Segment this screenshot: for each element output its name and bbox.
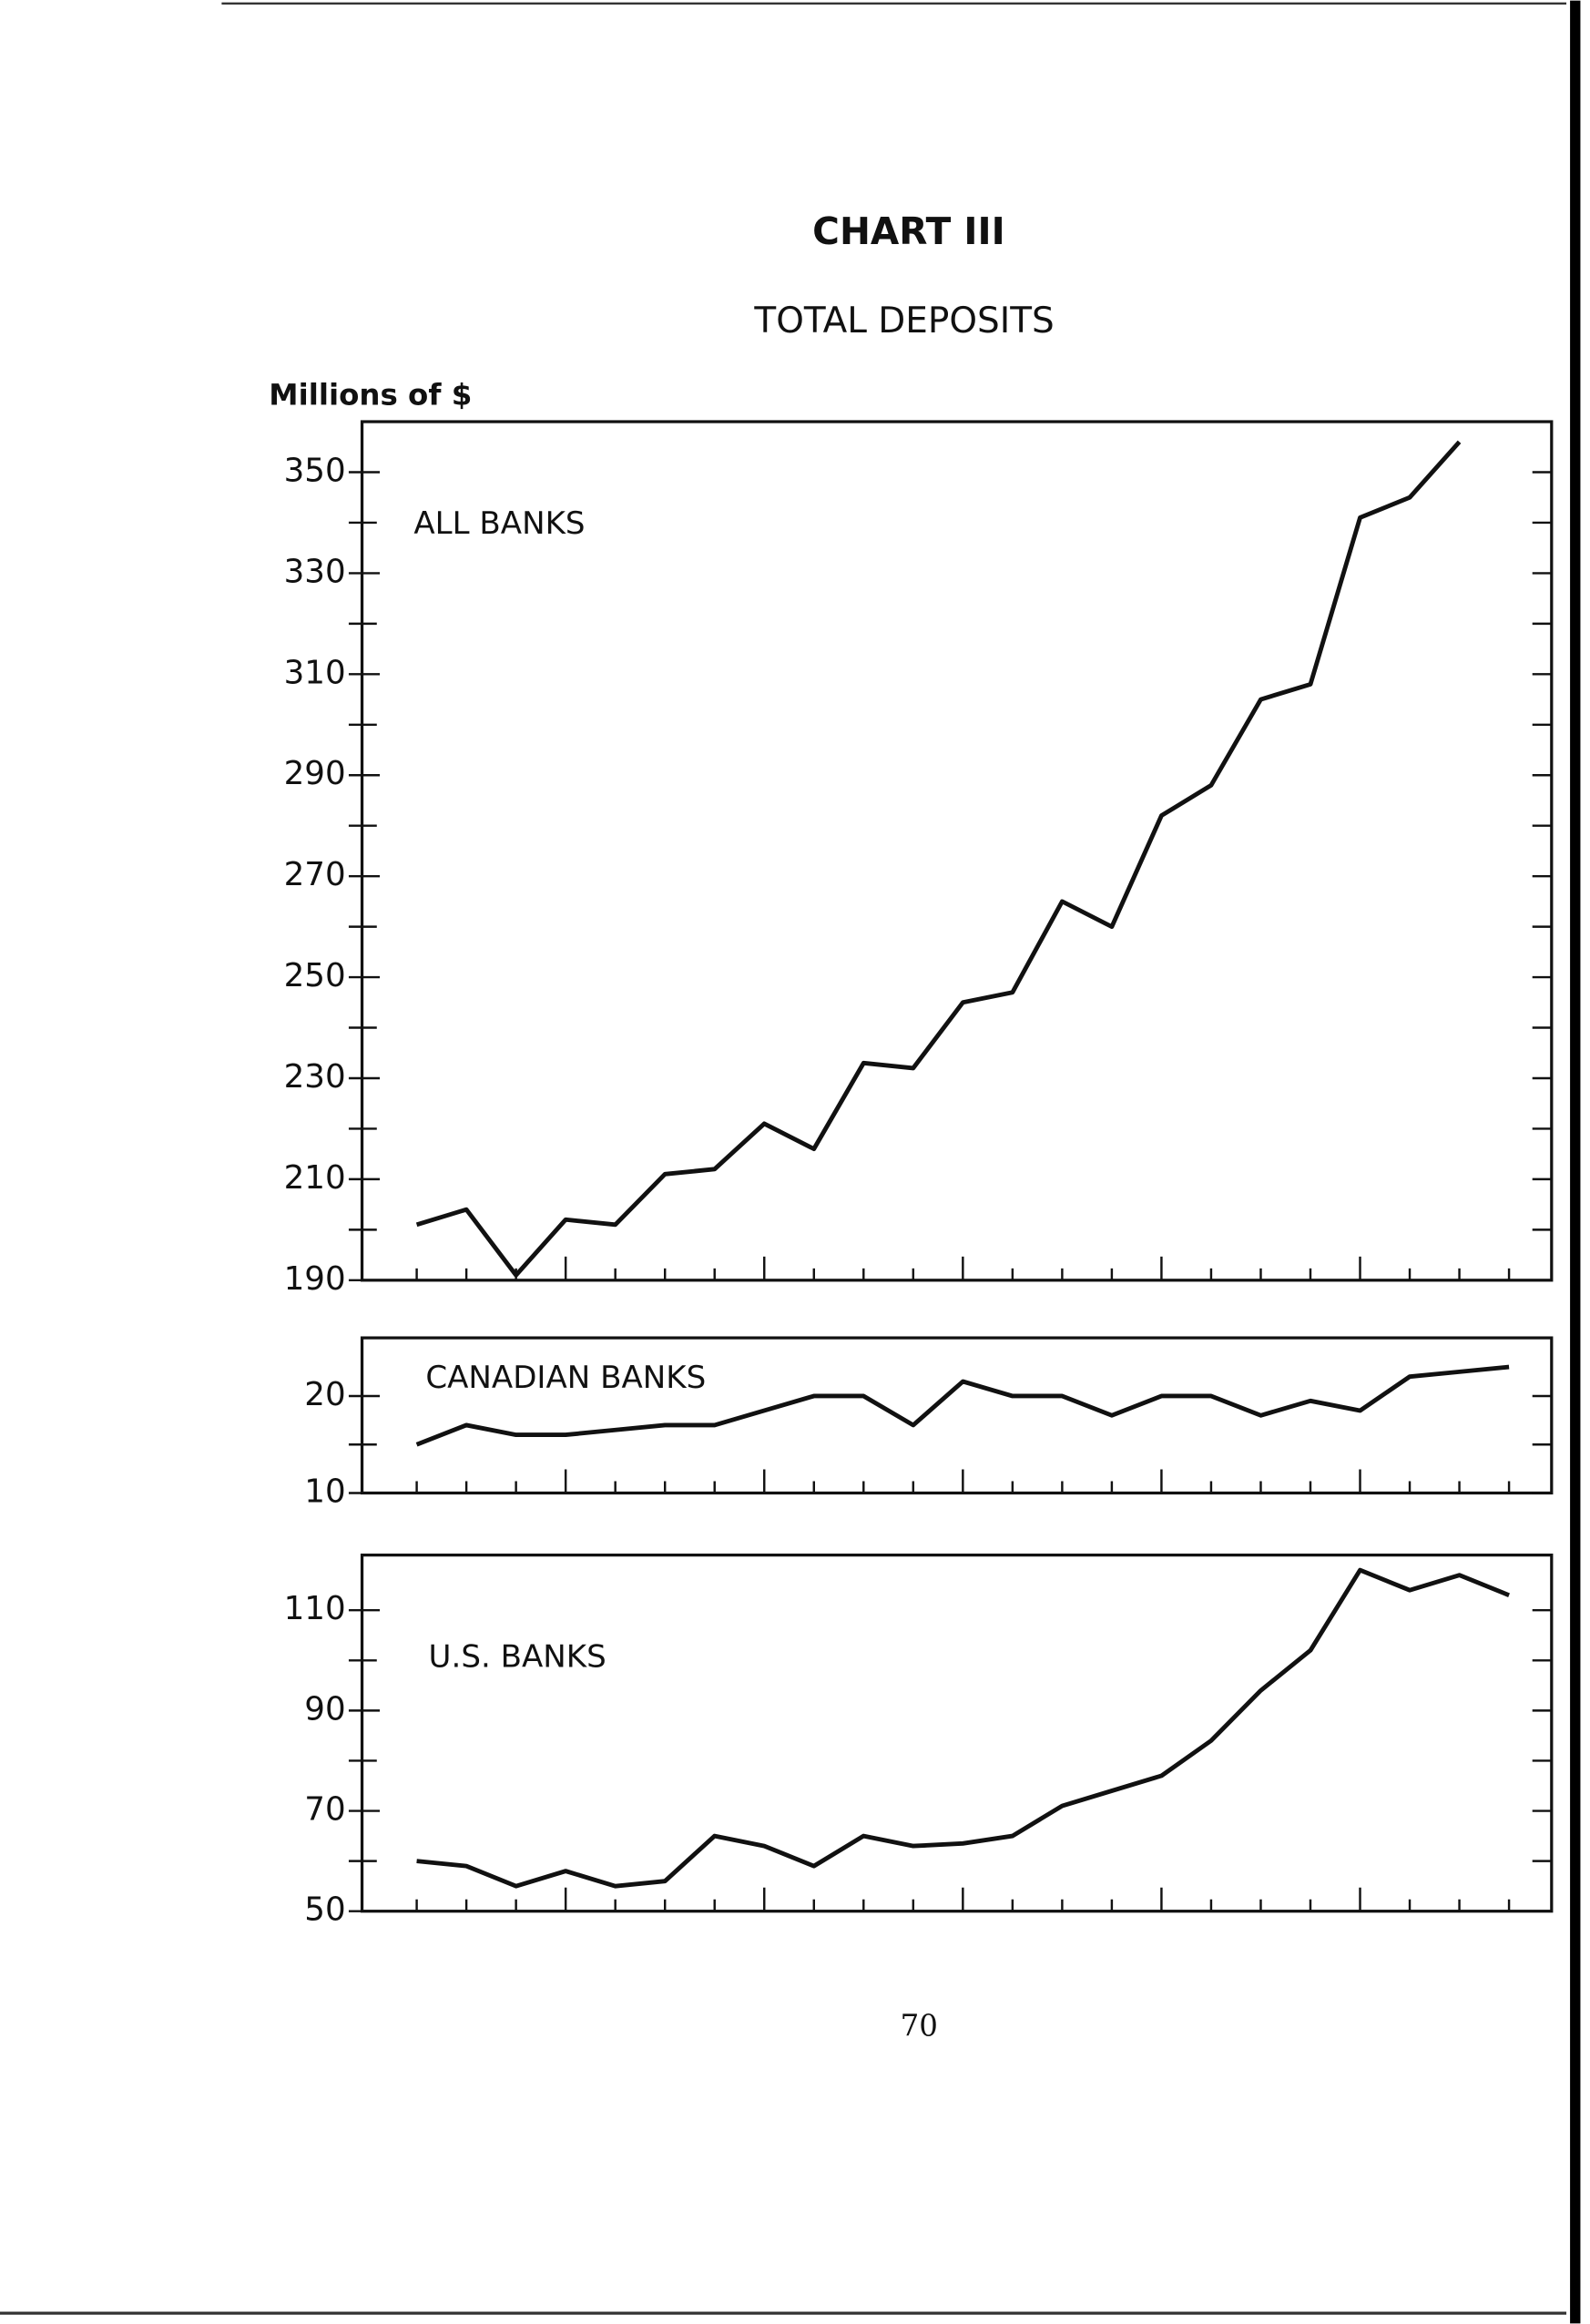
y-tick-label: 210: [284, 1159, 346, 1197]
chart-title: TOTAL DEPOSITS: [753, 301, 1054, 341]
y-tick-label: 270: [284, 856, 346, 893]
y-tick-label: 230: [284, 1058, 346, 1096]
y-tick-label: 10: [304, 1473, 345, 1510]
y-tick-label: 250: [284, 957, 346, 994]
chart-number: CHART III: [812, 209, 1005, 253]
y-tick-label: 50: [304, 1891, 345, 1929]
y-tick-label: 330: [284, 553, 346, 590]
plot-frame: [360, 1554, 1554, 1913]
y-tick-label: 110: [284, 1590, 346, 1627]
plot-frame: [360, 420, 1554, 1282]
y-tick-label: 310: [284, 654, 346, 691]
data-line: [415, 440, 1462, 1278]
y-tick-label: 20: [304, 1376, 345, 1413]
y-axis-label: Millions of $: [269, 377, 472, 412]
page-number: 70: [901, 2008, 938, 2043]
panel-label: CANADIAN BANKS: [425, 1360, 706, 1396]
y-tick-label: 350: [284, 452, 346, 489]
y-tick-label: 290: [284, 755, 346, 792]
plot-frame: [360, 1336, 1554, 1495]
y-tick-label: 190: [284, 1260, 346, 1298]
y-tick-label: 90: [304, 1690, 345, 1728]
data-line: [415, 1364, 1510, 1447]
data-line: [416, 1567, 1510, 1889]
y-tick-label: 70: [304, 1791, 345, 1829]
panel-label: ALL BANKS: [413, 505, 585, 542]
panel-label: U.S. BANKS: [429, 1639, 606, 1676]
